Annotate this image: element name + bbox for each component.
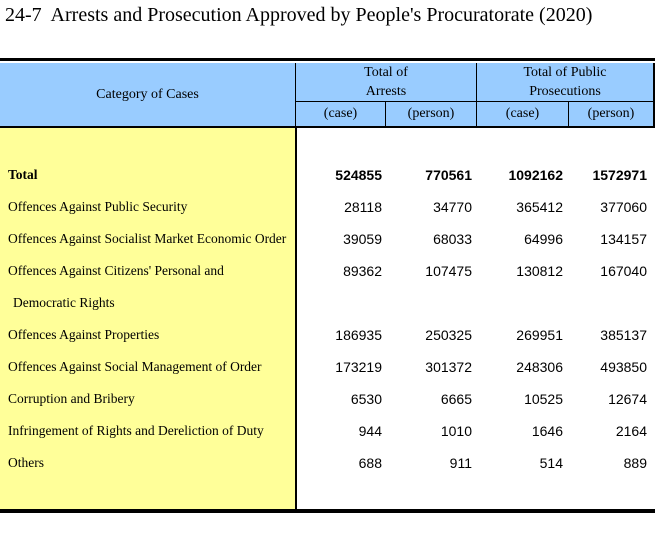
value-cell-arrests-case: 524855 [335, 167, 382, 183]
value-cell-prosecutions-person: 377060 [600, 199, 647, 215]
table-row: Offences Against Socialist Market Econom… [0, 223, 655, 255]
category-cell: Offences Against Public Security [8, 199, 188, 214]
value-cell-prosecutions-person: 134157 [600, 231, 647, 247]
category-cell: Corruption and Bribery [8, 391, 135, 406]
value-cell-prosecutions-person: 385137 [600, 327, 647, 343]
value-cell-prosecutions-case: 1646 [531, 423, 563, 439]
value-cell-arrests-person: 68033 [433, 231, 472, 247]
group-header-line: Total of [364, 65, 408, 80]
value-cell-arrests-person: 1010 [440, 423, 472, 439]
statistics-table: Category of Cases Total of Arrests Total… [0, 58, 655, 513]
value-cell-arrests-person: 770561 [425, 167, 472, 183]
value-cell-arrests-person: 301372 [425, 359, 472, 375]
value-cell-prosecutions-person: 493850 [600, 359, 647, 375]
group-header-line: Prosecutions [529, 84, 601, 99]
table-row: Offences Against Social Management of Or… [0, 351, 655, 383]
group-header-line: Arrests [365, 84, 407, 99]
value-cell-prosecutions-case: 64996 [524, 231, 563, 247]
category-column-background [0, 128, 297, 509]
table-row: Offences Against Public Security 28118 3… [0, 191, 655, 223]
table-header: Category of Cases Total of Arrests Total… [0, 63, 655, 128]
value-cell-arrests-case: 39059 [343, 231, 382, 247]
category-cell: Offences Against Citizens' Personal and [8, 263, 224, 278]
table-row: Total 524855 770561 1092162 1572971 [0, 159, 655, 191]
value-cell-arrests-person: 250325 [425, 327, 472, 343]
value-cell-arrests-case: 186935 [335, 327, 382, 343]
value-cell-prosecutions-person: 167040 [600, 263, 647, 279]
table-row: Democratic Rights [0, 287, 655, 319]
value-cell-prosecutions-case: 10525 [524, 391, 563, 407]
value-cell-arrests-case: 28118 [344, 199, 382, 215]
table-row: Offences Against Properties 186935 25032… [0, 319, 655, 351]
value-cell-prosecutions-case: 365412 [516, 199, 563, 215]
table-body: Total 524855 770561 1092162 1572971 Offe… [0, 128, 655, 513]
subheader-arrests-person: (person) [386, 102, 476, 126]
category-cell: Infringement of Rights and Dereliction o… [8, 423, 264, 438]
value-cell-prosecutions-person: 1572971 [592, 167, 647, 183]
subheader-arrests-case: (case) [296, 102, 385, 126]
group-header-line: Total of Public [523, 65, 607, 80]
table-row: Others 688 911 514 889 [0, 447, 655, 479]
category-cell: Others [8, 455, 44, 470]
value-cell-arrests-case: 173219 [335, 359, 382, 375]
table-top-border [0, 58, 655, 61]
value-cell-prosecutions-person: 12674 [608, 391, 647, 407]
category-cell: Offences Against Socialist Market Econom… [8, 231, 287, 246]
group-header-total-of-arrests: Total of Arrests [296, 63, 476, 101]
value-cell-prosecutions-case: 514 [539, 455, 563, 471]
group-header-total-of-public-prosecutions: Total of Public Prosecutions [477, 63, 653, 101]
value-cell-arrests-person: 34770 [433, 199, 472, 215]
table-row: Infringement of Rights and Dereliction o… [0, 415, 655, 447]
value-cell-arrests-case: 6530 [350, 391, 382, 407]
category-of-cases-header: Category of Cases [0, 63, 295, 126]
page-title: 24-7 Arrests and Prosecution Approved by… [5, 4, 593, 26]
value-cell-prosecutions-case: 248306 [516, 359, 563, 375]
value-cell-arrests-case: 89362 [343, 263, 382, 279]
category-cell: Offences Against Social Management of Or… [8, 359, 262, 374]
value-cell-prosecutions-person: 2164 [615, 423, 647, 439]
value-cell-prosecutions-case: 130812 [516, 263, 563, 279]
table-row: Offences Against Citizens' Personal and … [0, 255, 655, 287]
value-cell-arrests-person: 911 [449, 455, 472, 471]
value-cell-prosecutions-case: 269951 [516, 327, 563, 343]
category-cell: Total [8, 167, 38, 182]
value-cell-arrests-case: 688 [358, 455, 382, 471]
subheader-prosecutions-person: (person) [569, 102, 653, 126]
subheader-prosecutions-case: (case) [477, 102, 568, 126]
value-cell-arrests-person: 6665 [440, 391, 472, 407]
value-cell-arrests-person: 107475 [425, 263, 472, 279]
category-cell: Offences Against Properties [8, 327, 160, 342]
category-cell: Democratic Rights [13, 295, 115, 310]
table-row: Corruption and Bribery 6530 6665 10525 1… [0, 383, 655, 415]
value-cell-prosecutions-person: 889 [623, 455, 647, 471]
value-cell-arrests-case: 944 [358, 423, 382, 439]
value-cell-prosecutions-case: 1092162 [508, 167, 563, 183]
